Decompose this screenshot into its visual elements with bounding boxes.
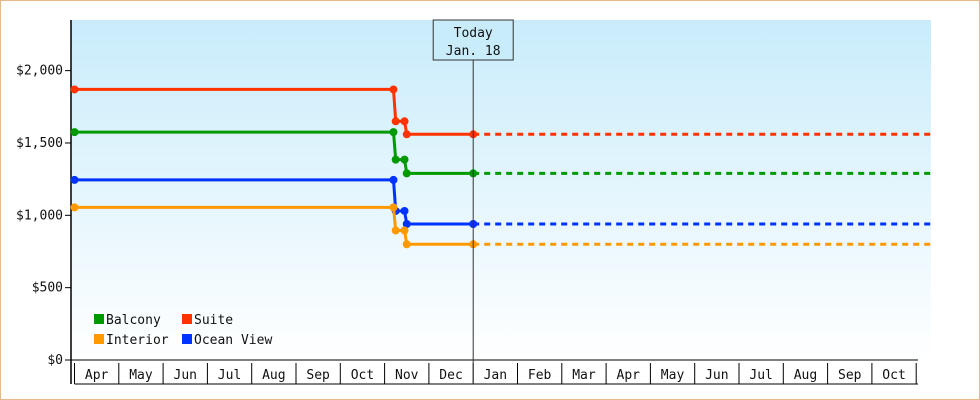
x-tick-label: Oct <box>351 368 374 383</box>
x-tick-label: Jan <box>484 368 507 383</box>
x-tick-label: Nov <box>395 368 419 383</box>
x-tick-label: Sep <box>838 368 862 383</box>
today-date: Jan. 18 <box>446 44 501 59</box>
data-point <box>391 226 400 235</box>
series-line-interior <box>74 205 474 246</box>
today-box <box>432 19 514 61</box>
data-point <box>70 175 79 184</box>
x-tick-label: Sep <box>306 368 330 383</box>
x-tick-label: Jul <box>218 368 241 383</box>
x-tick-label: Aug <box>794 368 817 383</box>
legend-label: Interior <box>106 333 169 348</box>
legend: Balcony Suite Interior Ocean View <box>94 313 272 348</box>
data-point <box>70 128 79 137</box>
legend-label: Suite <box>194 313 233 328</box>
legend-label: Balcony <box>106 313 161 328</box>
data-point <box>389 128 398 137</box>
plot-area <box>71 20 931 360</box>
data-point <box>389 85 398 94</box>
axes: $0 $500 $1,000 $1,500 $2,000 Apr May Jun Jul Aug S… <box>16 20 918 385</box>
series-layer <box>70 85 931 249</box>
data-point <box>391 155 400 164</box>
data-point <box>391 117 400 126</box>
x-tick-label: Aug <box>262 368 285 383</box>
legend-label: Ocean View <box>194 333 272 348</box>
series-line-ocean-view <box>74 178 474 226</box>
y-tick-label: $500 <box>32 281 63 296</box>
x-tick-label: Jun <box>705 368 728 383</box>
data-point <box>70 203 79 212</box>
y-tick-label: $1,500 <box>16 136 63 151</box>
x-tick-label: Oct <box>882 368 905 383</box>
x-tick-label: Dec <box>439 368 462 383</box>
data-point <box>402 240 411 249</box>
data-point <box>402 169 411 178</box>
data-point <box>400 155 409 164</box>
legend-swatch <box>94 314 104 324</box>
x-tick-label: May <box>129 368 153 383</box>
legend-swatch <box>182 334 192 344</box>
data-point <box>402 130 411 139</box>
data-point <box>389 203 398 212</box>
x-tick-label: Apr <box>85 368 109 383</box>
data-point <box>400 226 409 235</box>
data-point <box>400 206 409 215</box>
series-line-suite <box>74 87 474 136</box>
x-tick-label: Apr <box>617 368 641 383</box>
y-tick-label: $1,000 <box>16 208 63 223</box>
today-marker: Today Jan. 18 <box>432 19 514 384</box>
data-point <box>389 175 398 184</box>
series-line-balcony <box>74 130 474 175</box>
data-point <box>400 117 409 126</box>
x-tick-label: Jul <box>749 368 772 383</box>
x-tick-label: Mar <box>572 368 596 383</box>
x-tick-label: Jun <box>174 368 197 383</box>
today-label: Today <box>454 26 493 41</box>
legend-swatch <box>182 314 192 324</box>
x-tick-label: Feb <box>528 368 552 383</box>
data-point <box>70 85 79 94</box>
data-point <box>402 220 411 228</box>
y-tick-label: $0 <box>47 353 63 368</box>
x-tick-label: May <box>661 368 685 383</box>
legend-swatch <box>94 334 104 344</box>
y-tick-label: $2,000 <box>16 64 63 79</box>
